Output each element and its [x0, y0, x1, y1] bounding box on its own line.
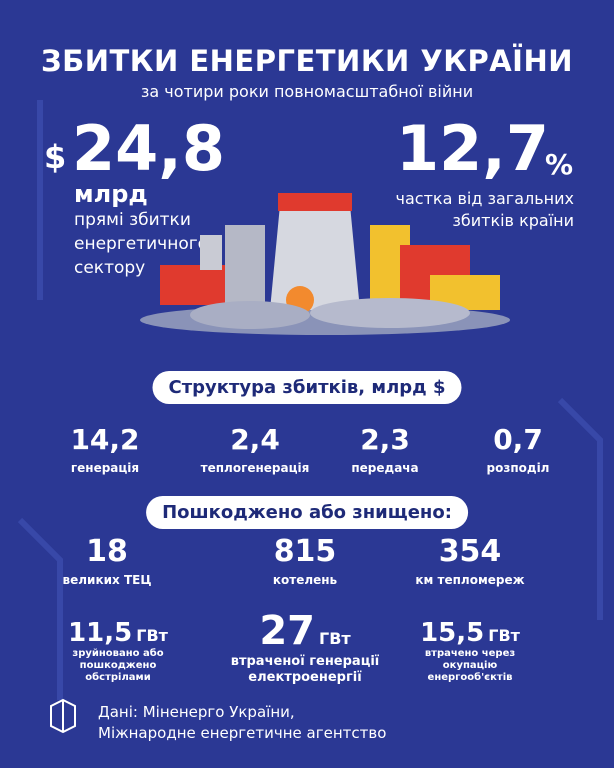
text-line: втрачено через [424, 648, 516, 659]
value-row: 15,5 ГВт [420, 618, 520, 648]
capacity-value: 27 [259, 608, 315, 654]
stat-value: 0,7 [493, 423, 543, 456]
stat-label: котелень [272, 573, 338, 587]
capacity-desc: втраченої генерації електроенергії [231, 654, 380, 686]
description: прямі збитки енергетичного сектору [74, 208, 208, 280]
text-line: зруйновано або [72, 648, 164, 659]
title: ЗБИТКИ ЕНЕРГЕТИКИ УКРАЇНИ [41, 44, 573, 78]
text-line: прямі збитки [74, 210, 191, 230]
text-line: Міжнародне енергетичне агентство [98, 724, 387, 742]
capacity-desc: втрачено через окупацію енергооб'єктів [420, 648, 520, 684]
value-row: 11,5 ГВт [68, 618, 168, 648]
description: частка від загальних збитків країни [396, 188, 574, 232]
text-line: сектору [74, 258, 146, 278]
text-line: частка від загальних [395, 189, 574, 208]
stat-value: 354 [438, 534, 502, 569]
text-line: втраченої генерації [230, 654, 380, 669]
stat-label: теплогенерація [200, 461, 310, 475]
illustration [140, 193, 510, 335]
unit: млрд [74, 180, 148, 208]
stat-value: 2,3 [360, 423, 410, 456]
text-line: енергетичного [74, 234, 209, 254]
stat-label: великих ТЕЦ [62, 573, 152, 587]
text-line: збитків країни [452, 211, 574, 230]
capacity-desc: зруйновано або пошкоджено обстрілами [68, 648, 168, 684]
capacity-value: 11,5 [68, 618, 133, 648]
capacity-unit: ГВт [136, 626, 168, 645]
capacity-block: 27 ГВт втраченої генерації електроенергії [231, 608, 380, 686]
stat-label: генерація [70, 461, 140, 475]
big-value: 12,7 [396, 112, 549, 185]
source: Дані: Міненерго України, Міжнародне енерг… [98, 702, 386, 744]
section-heading: Структура збитків, млрд $ [152, 371, 462, 404]
text-line: пошкоджено [79, 660, 157, 671]
stat-label: км тепломереж [415, 573, 525, 587]
capacity-value: 15,5 [420, 618, 485, 648]
stat-label: передача [351, 461, 419, 475]
text-line: обстрілами [85, 672, 151, 683]
section-heading: Пошкоджено або знищено: [146, 496, 468, 529]
big-value: 24,8 [72, 112, 225, 185]
stat-value: 14,2 [70, 423, 140, 456]
stat-value: 2,4 [230, 423, 280, 456]
currency: $ [44, 138, 67, 176]
capacity-unit: ГВт [318, 629, 351, 648]
stat-label: розподіл [486, 461, 550, 475]
percent: % [545, 148, 574, 181]
value-row: 27 ГВт [231, 608, 380, 654]
text-line: електроенергії [248, 670, 362, 685]
stat-value: 18 [86, 534, 128, 569]
source-icon [50, 698, 76, 734]
subtitle: за чотири роки повномасштабної війни [140, 82, 474, 101]
stat-value: 815 [273, 534, 337, 569]
text-line: окупацію [442, 660, 498, 671]
capacity-block: 11,5 ГВт зруйновано або пошкоджено обстрілам… [68, 618, 168, 684]
text-line: енергооб'єктів [427, 672, 513, 683]
capacity-block: 15,5 ГВт втрачено через окупацію енергооб'єк… [420, 618, 520, 684]
capacity-unit: ГВт [488, 626, 520, 645]
text-line: Дані: Міненерго України, [98, 703, 295, 721]
